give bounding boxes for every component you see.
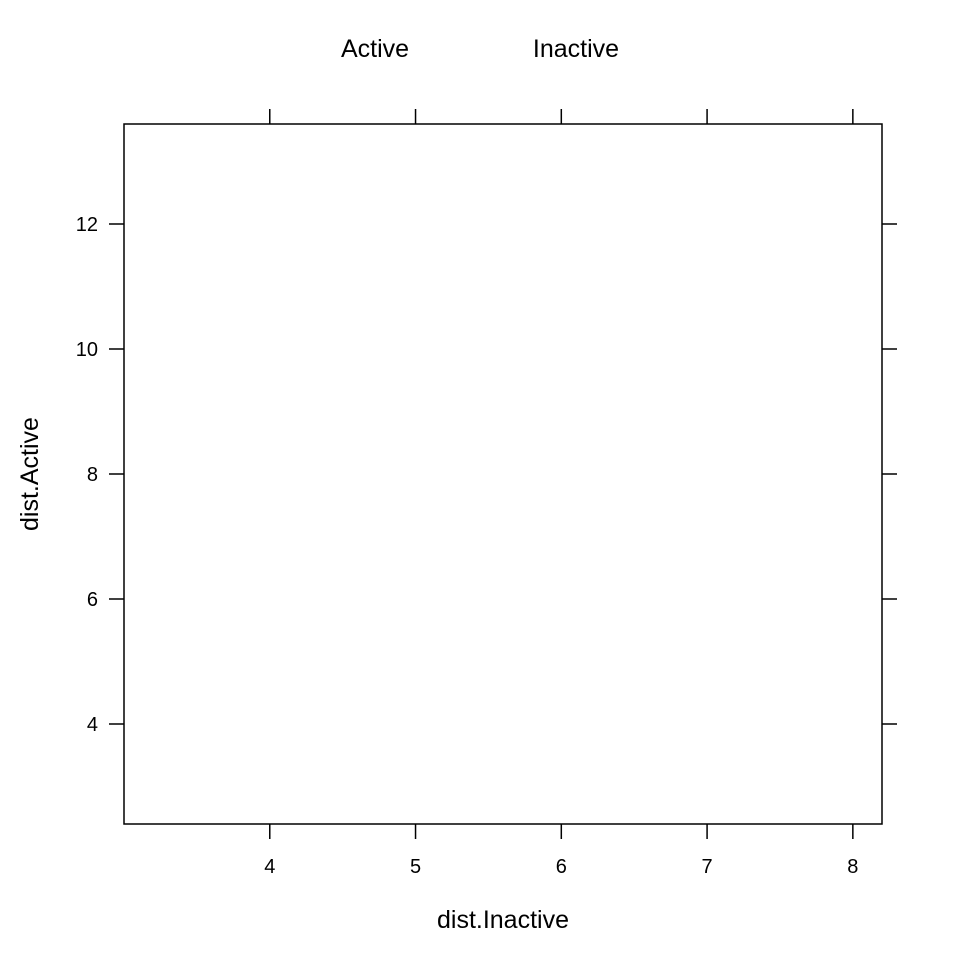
y-axis: 4 6 8 10 12 xyxy=(76,214,897,736)
plot-panel xyxy=(123,123,883,825)
legend: Active Inactive xyxy=(341,35,619,63)
y-tick-label: 8 xyxy=(87,464,98,486)
y-axis-title: dist.Active xyxy=(16,417,44,531)
x-axis-title: dist.Inactive xyxy=(437,906,569,934)
x-tick-label: 4 xyxy=(264,856,275,878)
x-axis: 4 5 6 7 8 xyxy=(264,109,858,878)
x-tick-label: 5 xyxy=(410,856,421,878)
legend-entry-inactive: Inactive xyxy=(533,35,619,63)
legend-entry-active: Active xyxy=(341,35,409,63)
x-tick-label: 8 xyxy=(847,856,858,878)
x-tick-label: 6 xyxy=(556,856,567,878)
x-tick-label: 7 xyxy=(702,856,713,878)
y-tick-label: 12 xyxy=(76,214,98,236)
y-tick-label: 4 xyxy=(87,714,98,736)
y-tick-label: 6 xyxy=(87,589,98,611)
y-tick-label: 10 xyxy=(76,339,98,361)
